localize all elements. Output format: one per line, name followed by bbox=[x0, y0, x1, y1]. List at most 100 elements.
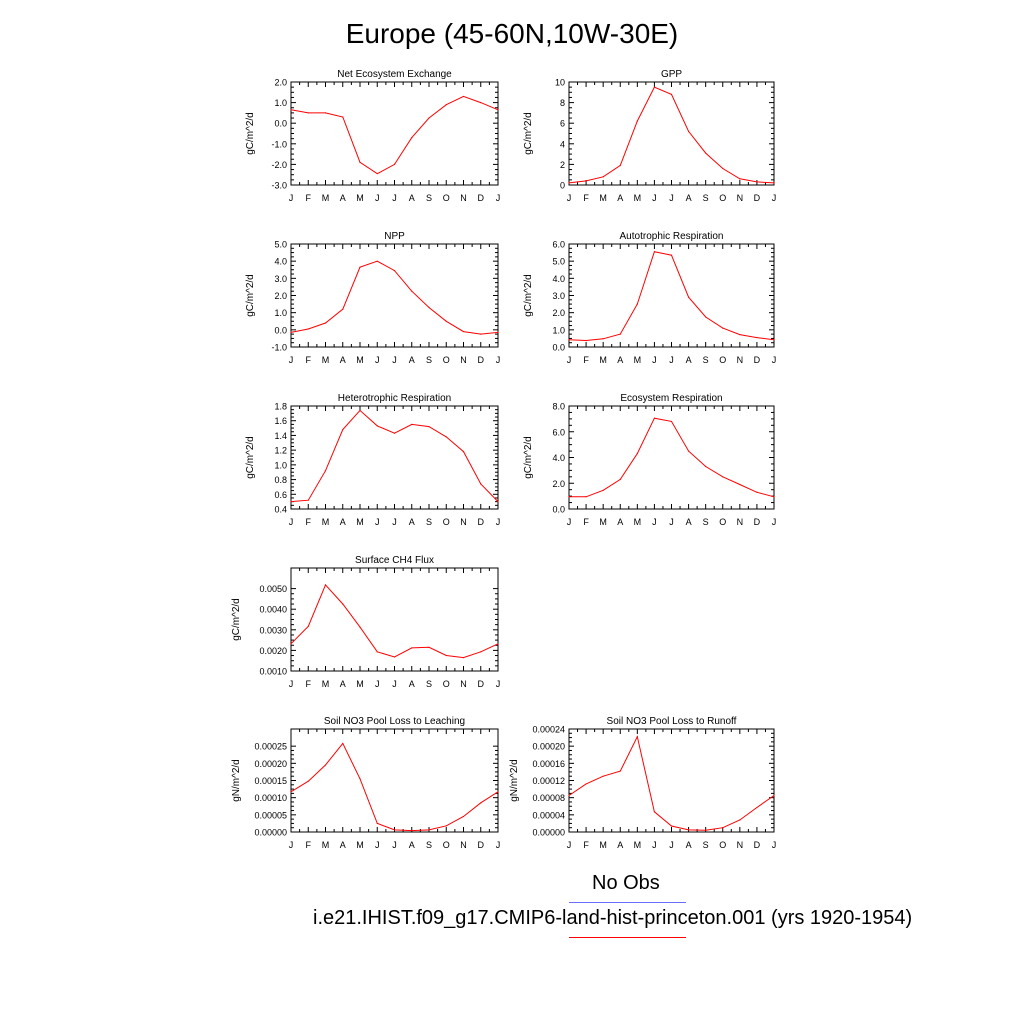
data-point bbox=[393, 829, 396, 831]
x-tick-label: D bbox=[478, 840, 485, 850]
y-tick-label: 0.0010 bbox=[259, 667, 287, 677]
y-axis-label: gN/m^2/d bbox=[231, 759, 242, 802]
data-point bbox=[773, 794, 775, 797]
y-tick-label: 0.0 bbox=[274, 325, 287, 335]
x-tick-label: N bbox=[737, 193, 744, 203]
data-point bbox=[756, 336, 758, 339]
data-point bbox=[636, 736, 638, 738]
data-point bbox=[342, 116, 344, 118]
y-tick-label: 2.0 bbox=[274, 291, 287, 301]
data-point bbox=[670, 93, 673, 95]
y-tick-label: 0.8 bbox=[274, 475, 287, 485]
y-tick-label: 0.0040 bbox=[259, 605, 287, 615]
plot-frame bbox=[290, 728, 499, 833]
x-tick-label: N bbox=[460, 840, 467, 850]
data-point bbox=[568, 182, 570, 184]
data-point bbox=[705, 152, 707, 154]
chart-title: NPP bbox=[384, 231, 405, 242]
y-axis-label: gC/m^2/d bbox=[245, 436, 256, 479]
x-tick-label: J bbox=[392, 355, 397, 365]
data-point bbox=[445, 104, 447, 106]
y-tick-label: 0.00008 bbox=[532, 793, 565, 803]
y-tick-label: 2.0 bbox=[274, 78, 287, 88]
x-tick-label: A bbox=[686, 517, 692, 527]
series-line bbox=[290, 742, 499, 832]
x-tick-label: M bbox=[356, 679, 364, 689]
y-axis-label: gN/m^2/d bbox=[509, 759, 520, 802]
x-tick-label: J bbox=[375, 517, 380, 527]
x-tick-label: M bbox=[356, 840, 364, 850]
plot-frame bbox=[568, 81, 775, 186]
y-axis-label: gC/m^2/d bbox=[523, 436, 534, 479]
y-tick-label: 5.0 bbox=[274, 240, 287, 250]
plot-frame bbox=[568, 728, 775, 833]
data-point bbox=[307, 780, 309, 782]
x-tick-label: D bbox=[754, 517, 761, 527]
x-tick-label: S bbox=[703, 355, 709, 365]
y-tick-label: 0.00000 bbox=[532, 828, 565, 838]
y-tick-label: 0.00020 bbox=[532, 742, 565, 752]
data-point bbox=[497, 501, 499, 503]
y-tick-label: 0.4 bbox=[274, 505, 287, 515]
data-point bbox=[636, 120, 638, 122]
x-tick-label: J bbox=[496, 355, 501, 365]
chart-title: Heterotrophic Respiration bbox=[338, 393, 451, 404]
data-point bbox=[376, 651, 378, 653]
x-tick-label: F bbox=[583, 517, 589, 527]
series-line bbox=[568, 735, 775, 831]
y-tick-label: 4.0 bbox=[274, 257, 287, 267]
x-tick-label: M bbox=[356, 193, 364, 203]
x-tick-label: J bbox=[652, 193, 657, 203]
x-tick-label: J bbox=[392, 840, 397, 850]
data-point bbox=[602, 489, 604, 491]
data-point bbox=[705, 316, 707, 318]
data-point bbox=[393, 432, 396, 434]
y-tick-label: 4 bbox=[560, 139, 565, 149]
data-point bbox=[619, 164, 621, 167]
y-tick-label: 1.8 bbox=[274, 402, 287, 412]
y-axis-label: gC/m^2/d bbox=[245, 274, 256, 317]
y-tick-label: 0.00025 bbox=[254, 742, 287, 752]
data-point bbox=[376, 822, 378, 825]
x-tick-label: J bbox=[567, 193, 572, 203]
x-tick-label: J bbox=[772, 517, 777, 527]
data-point bbox=[376, 173, 378, 175]
data-point bbox=[359, 266, 361, 268]
x-tick-label: J bbox=[772, 193, 777, 203]
y-tick-label: 6.0 bbox=[552, 427, 565, 437]
x-tick-label: O bbox=[443, 517, 450, 527]
y-tick-label: 0.00004 bbox=[532, 810, 565, 820]
data-point bbox=[705, 829, 707, 831]
x-tick-label: A bbox=[340, 679, 346, 689]
x-tick-label: S bbox=[426, 355, 432, 365]
y-tick-label: 0.00015 bbox=[254, 776, 287, 786]
y-tick-label: 0.0030 bbox=[259, 625, 287, 635]
data-point bbox=[585, 496, 587, 498]
x-tick-label: A bbox=[340, 193, 346, 203]
chart-title: Net Ecosystem Exchange bbox=[337, 69, 452, 80]
chart-title: GPP bbox=[661, 69, 682, 80]
y-tick-label: 0.0 bbox=[552, 505, 565, 515]
data-point bbox=[722, 827, 724, 829]
data-point bbox=[359, 778, 361, 780]
data-point bbox=[411, 423, 413, 425]
x-tick-label: A bbox=[340, 840, 346, 850]
x-tick-label: J bbox=[375, 193, 380, 203]
data-point bbox=[497, 331, 499, 334]
x-tick-label: O bbox=[719, 193, 726, 203]
y-tick-label: 0.0 bbox=[274, 119, 287, 129]
y-tick-label: 0.00000 bbox=[254, 828, 287, 838]
data-point bbox=[687, 296, 690, 298]
x-tick-label: S bbox=[703, 193, 709, 203]
data-point bbox=[428, 117, 430, 119]
y-tick-label: 1.6 bbox=[274, 416, 287, 426]
x-tick-label: A bbox=[686, 193, 692, 203]
data-point bbox=[497, 109, 499, 111]
y-tick-label: 0.0 bbox=[552, 343, 565, 353]
data-point bbox=[393, 270, 396, 272]
y-tick-label: 1.2 bbox=[274, 446, 287, 456]
data-point bbox=[602, 338, 604, 340]
